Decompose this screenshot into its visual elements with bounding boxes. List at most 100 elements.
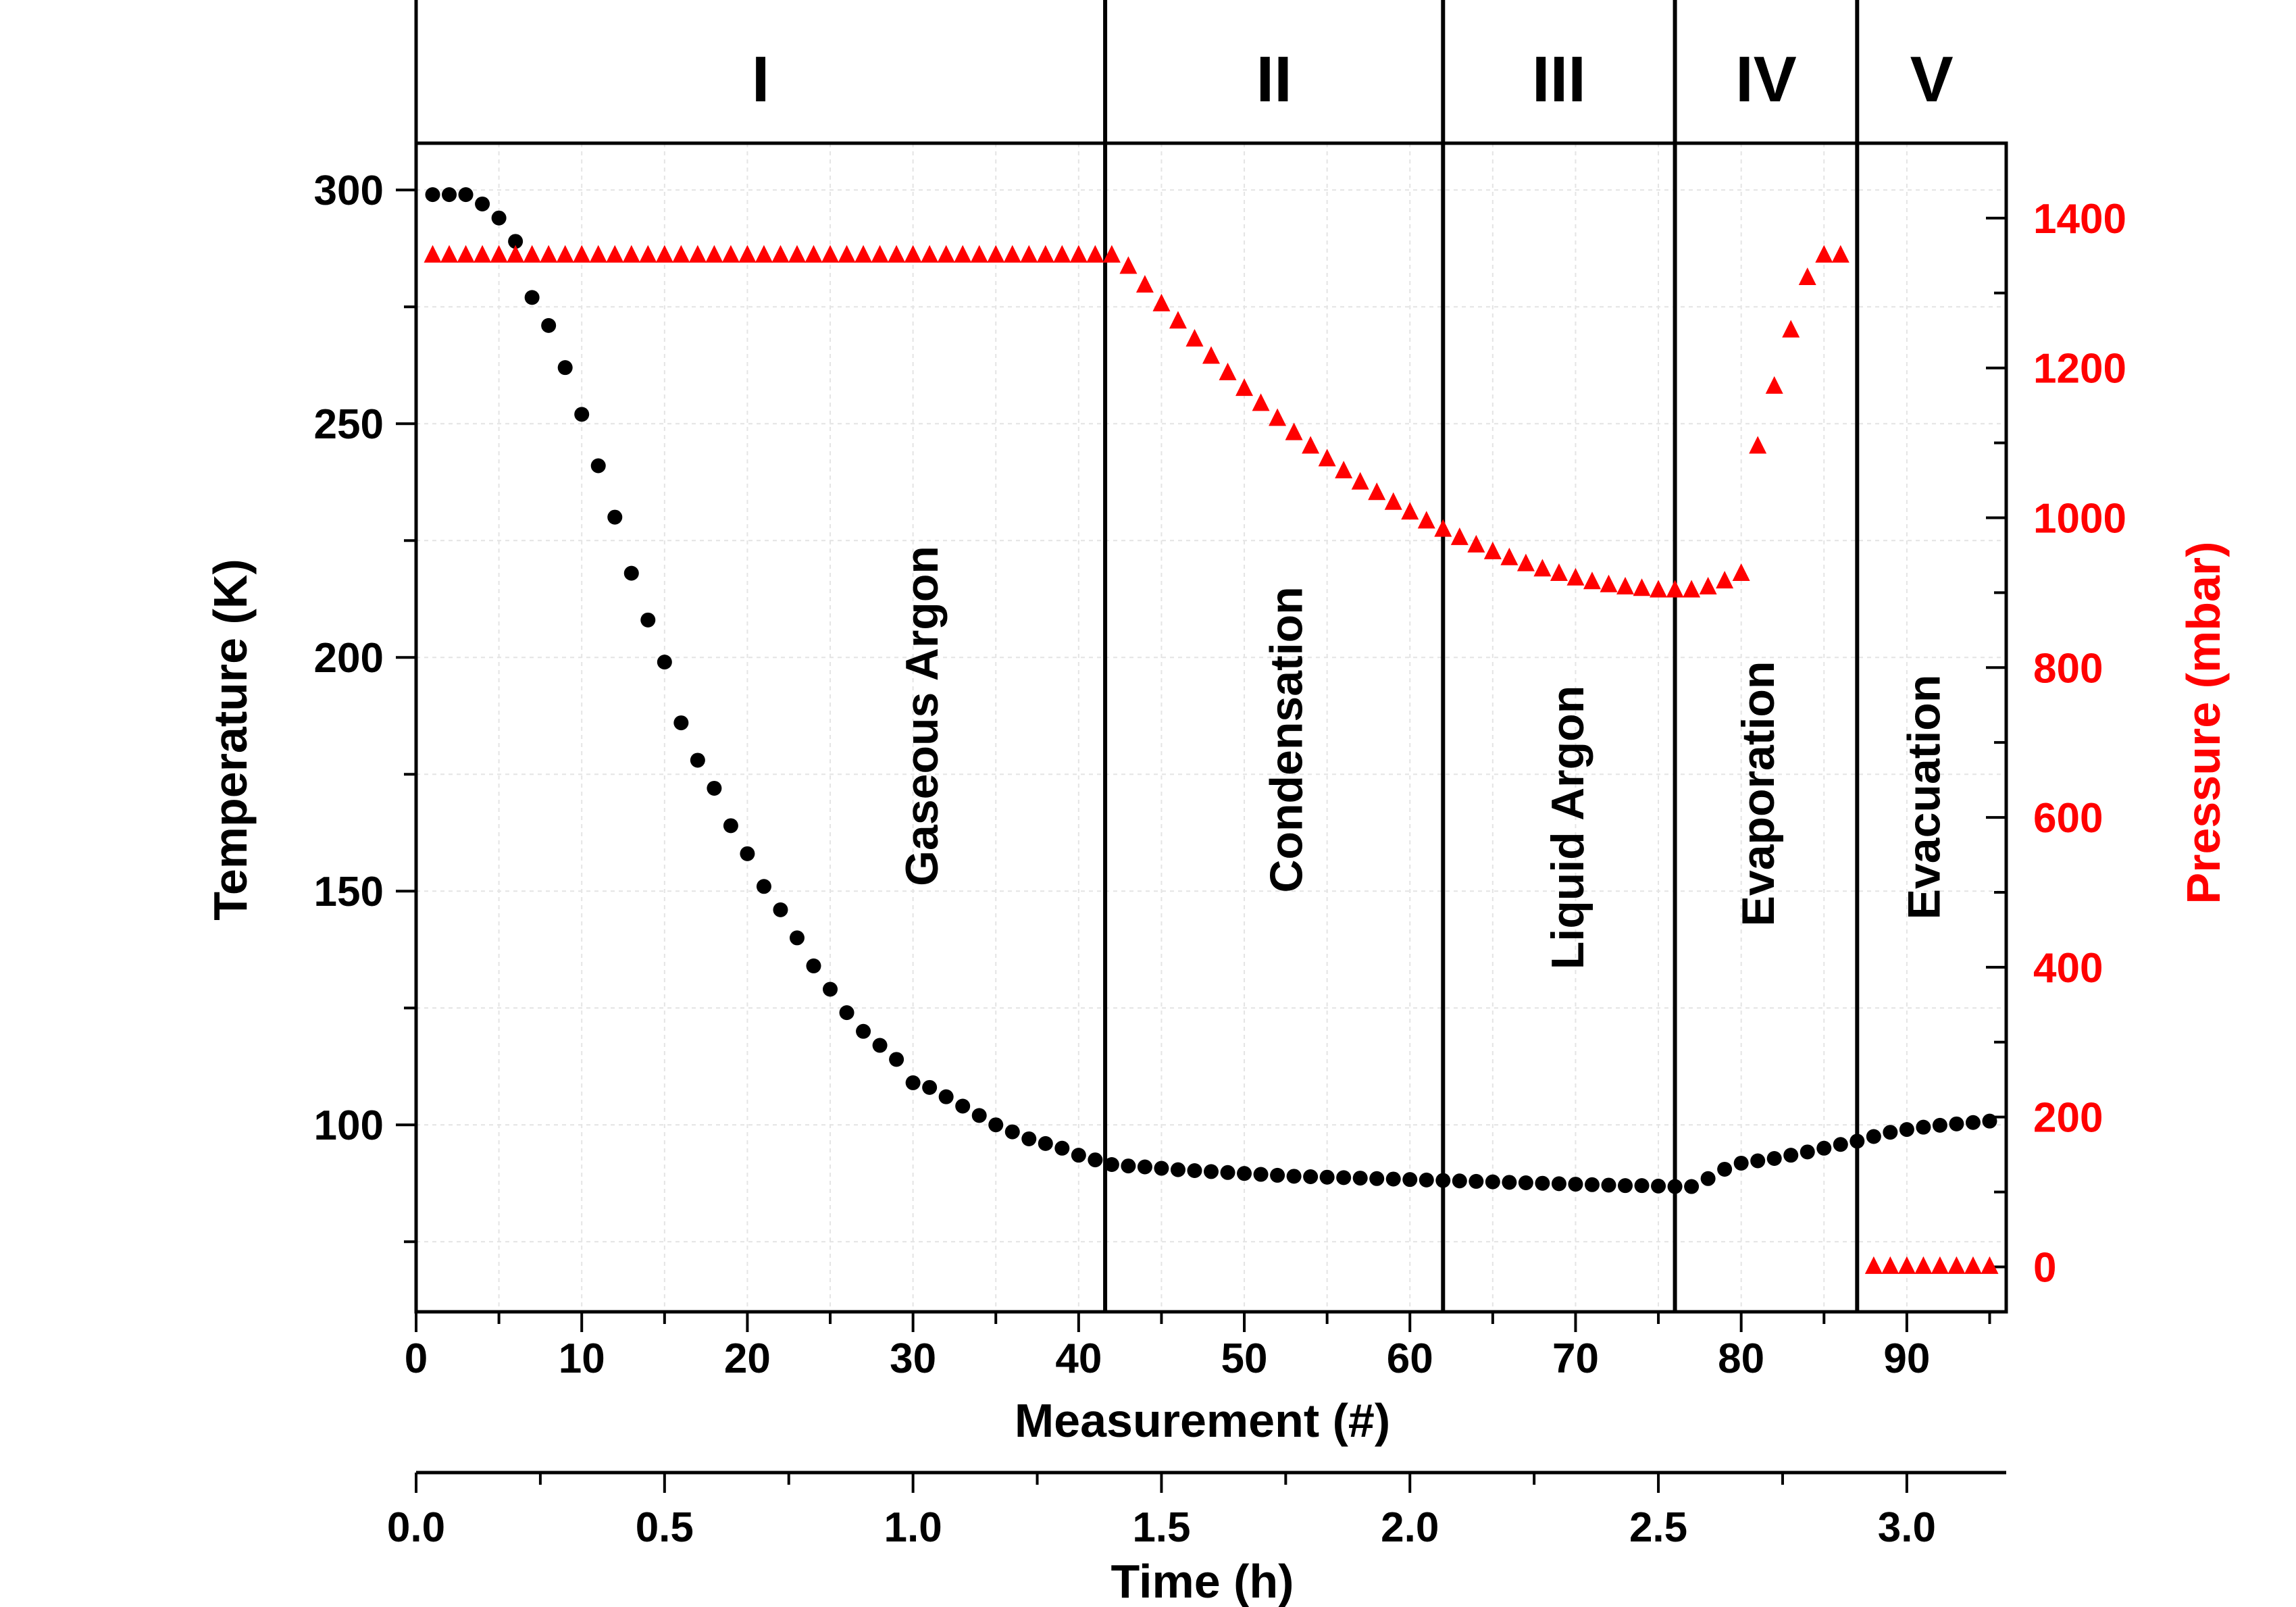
- temperature-point: [1766, 1151, 1782, 1167]
- pressure-point: [1533, 559, 1552, 577]
- temperature-point: [1352, 1171, 1368, 1186]
- temperature-point: [1237, 1166, 1252, 1181]
- pressure-point: [1500, 547, 1519, 565]
- right-y-axis-tick-label: 600: [2033, 795, 2103, 842]
- secondary-x-axis-tick-label: 2.0: [1381, 1504, 1439, 1551]
- pressure-point: [655, 245, 673, 263]
- pressure-point: [1351, 471, 1369, 490]
- pressure-point: [1798, 267, 1816, 286]
- x-axis-tick-label: 20: [724, 1335, 771, 1382]
- pressure-point: [821, 245, 840, 263]
- temperature-point: [1949, 1116, 1964, 1131]
- pressure-point: [1136, 275, 1154, 293]
- pressure-point: [688, 245, 707, 263]
- temperature-point: [524, 290, 540, 305]
- pressure-point: [1036, 245, 1054, 263]
- pressure-point: [788, 245, 806, 263]
- temperature-point: [1833, 1137, 1848, 1152]
- right-y-axis-tick-label: 1200: [2033, 346, 2126, 392]
- temperature-point: [707, 780, 722, 796]
- temperature-point: [1303, 1169, 1319, 1185]
- temperature-point: [1982, 1113, 1997, 1129]
- pressure-point: [556, 245, 574, 263]
- temperature-point: [557, 360, 573, 376]
- x-axis-tick-label: 70: [1552, 1335, 1599, 1382]
- temperature-point: [1253, 1167, 1269, 1182]
- temperature-point: [889, 1052, 904, 1067]
- temperature-point: [623, 565, 639, 581]
- temperature-point: [425, 187, 440, 203]
- pressure-point: [424, 245, 442, 263]
- temperature-point: [1551, 1176, 1566, 1192]
- pressure-point: [1600, 574, 1618, 592]
- temperature-point: [458, 187, 474, 203]
- pressure-point: [1368, 482, 1386, 501]
- temperature-point: [839, 1005, 854, 1021]
- right-y-axis-tick-label: 200: [2033, 1095, 2103, 1142]
- plot-frame: [414, 0, 2008, 1314]
- pressure-point: [1732, 563, 1750, 582]
- left-y-axis-title: Temperature (K): [204, 559, 257, 920]
- secondary-x-axis-tick-label: 0.0: [387, 1504, 445, 1551]
- x-axis-tick-label: 10: [559, 1335, 605, 1382]
- temperature-point: [1021, 1131, 1037, 1146]
- temperature-point: [1170, 1162, 1185, 1177]
- phase-label: Evacuation: [1898, 675, 1949, 920]
- pressure-point: [1020, 245, 1038, 263]
- pressure-point: [904, 245, 922, 263]
- secondary-x-axis-tick-label: 1.0: [884, 1504, 942, 1551]
- temperature-point: [922, 1079, 938, 1095]
- pressure-point: [1716, 571, 1734, 589]
- phase-numeral: V: [1910, 43, 1954, 116]
- pressure-point: [987, 245, 1005, 263]
- pressure-point: [672, 245, 690, 263]
- temperature-point: [1965, 1115, 1981, 1130]
- pressure-point: [871, 245, 889, 263]
- phase-numeral: IV: [1735, 43, 1797, 116]
- pressure-point: [1252, 393, 1270, 411]
- pressure-point: [888, 245, 906, 263]
- temperature-point: [1634, 1178, 1650, 1194]
- temperature-point: [773, 902, 788, 917]
- left-y-axis-tick-label: 150: [314, 869, 384, 915]
- temperature-point: [1104, 1157, 1119, 1173]
- temperature-point: [905, 1075, 921, 1090]
- plot-border: [414, 141, 2008, 1314]
- pressure-point: [440, 245, 459, 263]
- temperature-point: [1849, 1133, 1865, 1149]
- pressure-point: [1782, 320, 1800, 338]
- temperature-point: [938, 1089, 954, 1104]
- pressure-point: [1864, 1256, 1883, 1274]
- temperature-point: [1502, 1175, 1517, 1190]
- pressure-point: [1119, 256, 1138, 274]
- pressure-point: [1335, 461, 1353, 479]
- temperature-point: [1750, 1153, 1766, 1169]
- temperature-point: [1469, 1173, 1484, 1189]
- temperature-point: [1319, 1169, 1335, 1185]
- pressure-point: [1947, 1256, 1966, 1274]
- temperature-point: [1336, 1170, 1352, 1185]
- temperature-point: [1385, 1171, 1401, 1187]
- pressure-point: [474, 245, 492, 263]
- pressure-point: [639, 245, 657, 263]
- right-y-axis-tick-label: 400: [2033, 945, 2103, 992]
- pressure-point: [1815, 245, 1833, 263]
- axes: 0 10 20 30 40 50 60 70 80 90 0.0 0.5 1.0 1.5 2.0 2.5 3.0…: [314, 168, 2126, 1551]
- left-y-axis-tick-label: 300: [314, 168, 384, 214]
- temperature-point: [1618, 1178, 1633, 1194]
- phase-regions: I Gaseous Argon II Condensation III Liquid Ar…: [752, 0, 1954, 1312]
- temperature-point: [574, 407, 590, 422]
- pressure-point: [1583, 571, 1601, 590]
- temperature-point: [1088, 1152, 1103, 1168]
- pressure-point: [490, 245, 508, 263]
- pressure-point: [1269, 408, 1287, 426]
- temperature-point: [1137, 1159, 1152, 1175]
- x-axis-tick-label: 30: [890, 1335, 936, 1382]
- temperature-point: [1733, 1155, 1749, 1171]
- temperature-point: [607, 509, 623, 525]
- temperature-point: [1204, 1164, 1219, 1179]
- pressure-point: [1434, 519, 1452, 537]
- temperature-point: [1816, 1140, 1832, 1156]
- temperature-point: [475, 196, 490, 211]
